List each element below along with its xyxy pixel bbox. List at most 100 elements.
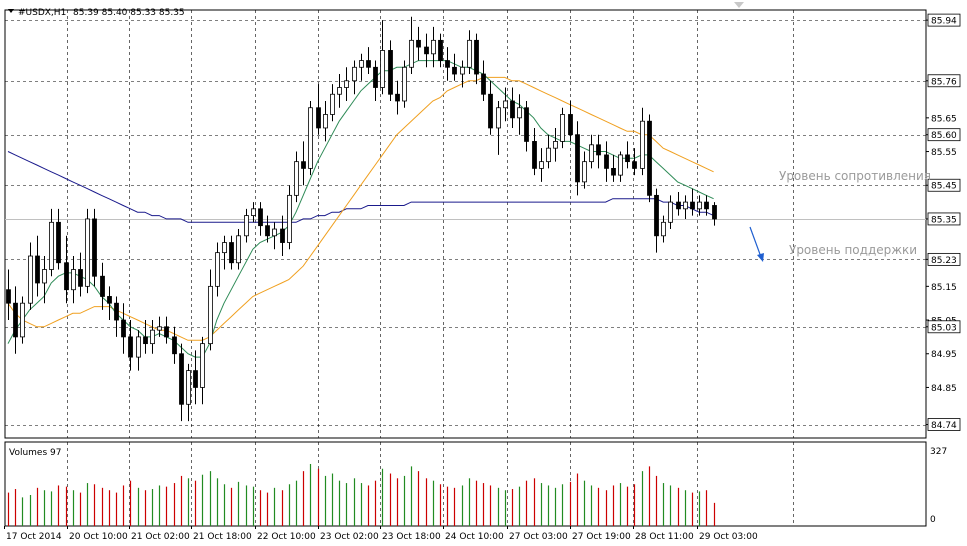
price-tick-8: 85.15 [931, 283, 957, 293]
candle-body [654, 194, 659, 237]
candle-body [524, 107, 529, 142]
candle-8 [64, 235, 69, 304]
candle-body [632, 161, 637, 169]
candle-66 [481, 60, 486, 101]
candle-95 [690, 188, 695, 216]
candle-0 [6, 269, 11, 321]
candle-body [553, 141, 558, 149]
candle-body [373, 66, 378, 88]
candle-body [294, 161, 299, 196]
candle-86 [625, 141, 630, 169]
candle-body [388, 50, 393, 95]
price-box-7 [927, 252, 961, 266]
candle-9 [71, 256, 76, 304]
candle-body [503, 100, 508, 109]
candle-94 [683, 195, 688, 219]
price-tick-13: 84.74 [931, 421, 957, 431]
candle-body [416, 39, 421, 48]
ma-slow-line [7, 151, 714, 223]
candle-body [6, 289, 11, 304]
time-tick-5: 23 Oct 02:00 [320, 532, 379, 542]
candle-45 [330, 84, 335, 122]
candle-body [697, 201, 702, 210]
candle-body [431, 39, 436, 55]
candle-33 [244, 208, 249, 243]
candle-body [546, 147, 551, 163]
candle-85 [618, 151, 623, 182]
candle-body [157, 326, 162, 331]
candle-67 [488, 80, 493, 135]
candle-28 [208, 269, 213, 351]
candle-body [71, 269, 76, 291]
candle-body [121, 319, 126, 338]
price-tick-1: 85.76 [931, 77, 957, 87]
support-annotation: Уровень поддержки [789, 243, 917, 257]
candle-body [258, 208, 263, 227]
candle-body [100, 275, 105, 297]
candle-body [330, 93, 335, 115]
chart-frame [4, 9, 927, 527]
candle-25 [186, 363, 191, 422]
candle-body [488, 93, 493, 129]
candle-58 [424, 33, 429, 68]
candle-98 [712, 202, 717, 226]
candle-88 [640, 107, 645, 176]
candle-16 [121, 303, 126, 354]
candle-60 [438, 33, 443, 68]
candle-body [337, 87, 342, 95]
candle-90 [654, 188, 659, 253]
candle-body [582, 161, 587, 183]
volume-header: Volumes 97 [9, 448, 61, 458]
candle-72 [524, 100, 529, 152]
price-tick-2: 85.65 [931, 114, 957, 124]
candle-body [438, 39, 443, 61]
time-tick-6: 23 Oct 18:00 [382, 532, 441, 542]
candle-body [589, 144, 594, 163]
price-tick-0: 85.94 [931, 17, 957, 27]
candle-body [215, 252, 220, 287]
candle-41 [301, 141, 306, 186]
candle-89 [647, 114, 652, 203]
candle-76 [553, 127, 558, 162]
candle-body [316, 107, 321, 129]
candle-24 [179, 343, 184, 422]
ma-mid-line [7, 76, 714, 341]
candle-34 [251, 202, 256, 223]
candle-body [179, 353, 184, 405]
candle-32 [236, 229, 241, 270]
candle-body [78, 269, 83, 287]
candle-31 [229, 235, 234, 270]
candle-body [575, 134, 580, 183]
candle-26 [193, 350, 198, 405]
candle-body [496, 107, 501, 129]
price-tick-12: 84.85 [931, 384, 957, 394]
candle-body [467, 39, 472, 68]
time-tick-7: 24 Oct 10:00 [445, 532, 504, 542]
candle-61 [445, 47, 450, 81]
candle-body [35, 255, 40, 284]
candle-6 [49, 208, 54, 277]
candle-80 [582, 151, 587, 189]
candle-22 [164, 316, 169, 344]
candle-17 [128, 320, 133, 371]
candle-87 [632, 148, 637, 176]
price-tick-4: 85.55 [931, 148, 957, 158]
candle-78 [568, 100, 573, 142]
volume-tick-max: 327 [930, 447, 947, 457]
candle-body [517, 107, 522, 119]
candle-56 [409, 16, 414, 75]
candle-59 [431, 26, 436, 68]
candle-body [625, 154, 630, 163]
candle-64 [467, 30, 472, 75]
candle-body [460, 66, 465, 75]
candle-47 [344, 67, 349, 101]
candle-55 [402, 60, 407, 108]
chevron-down-icon[interactable] [8, 9, 14, 13]
candle-29 [215, 242, 220, 297]
candle-body [359, 60, 364, 68]
time-tick-8: 27 Oct 03:00 [509, 532, 568, 542]
candle-body [85, 218, 90, 287]
candles [6, 16, 717, 422]
candle-body [13, 302, 18, 338]
